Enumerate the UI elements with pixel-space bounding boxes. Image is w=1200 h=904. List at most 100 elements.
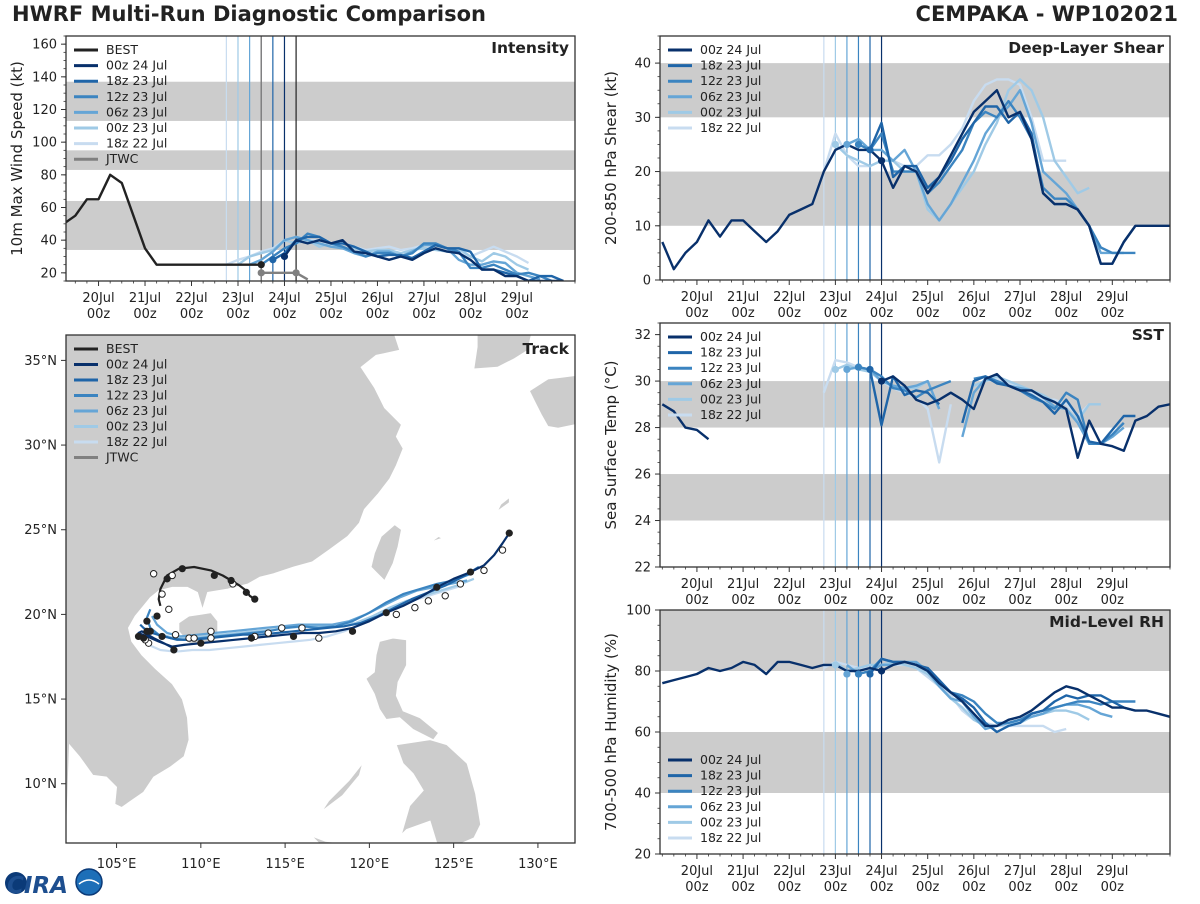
track-point-model bbox=[466, 568, 475, 576]
sst-plot-area bbox=[660, 323, 1170, 567]
legend-label-18z-23-jul: 18z 23 Jul bbox=[700, 345, 761, 360]
sst-series-18z-23-jul bbox=[868, 369, 941, 427]
intensity-xtick-label-date: 28Jul bbox=[454, 291, 486, 306]
legend-label-18z-22-jul: 18z 22 Jul bbox=[700, 407, 761, 422]
sst-ytick-label: 30 bbox=[634, 375, 651, 390]
track-lon-label: 120°E bbox=[350, 857, 390, 872]
track-point-open bbox=[264, 629, 272, 637]
land-palawan bbox=[321, 763, 363, 812]
intensity-ytick-label: 60 bbox=[40, 201, 57, 216]
shear-xtick-label-hour: 00z bbox=[870, 306, 894, 321]
sst-init-marker-0 bbox=[831, 365, 839, 374]
shear-init-marker-1 bbox=[843, 140, 851, 149]
legend-label-00z-24-jul: 00z 24 Jul bbox=[700, 752, 761, 767]
sst-xtick-label-date: 26Jul bbox=[958, 577, 990, 592]
track-point-open bbox=[168, 571, 176, 580]
rh-xtick-label-date: 27Jul bbox=[1004, 864, 1036, 879]
intensity-xtick-label-date: 21Jul bbox=[129, 291, 161, 306]
rh-ytick-label: 20 bbox=[634, 848, 651, 863]
rh-xtick-label-date: 28Jul bbox=[1050, 864, 1082, 879]
legend-label-18z-23-jul: 18z 23 Jul bbox=[106, 372, 167, 387]
intensity-init-marker-2 bbox=[280, 252, 289, 261]
track-lat-label: 25°N bbox=[24, 523, 57, 538]
rh-xtick-label-hour: 00z bbox=[1101, 880, 1125, 895]
rh-plot-area bbox=[660, 610, 1170, 854]
rh-init-marker-2 bbox=[854, 670, 863, 678]
intensity-ytick-label: 120 bbox=[32, 103, 57, 118]
track-point-open bbox=[424, 597, 433, 605]
track-point-open bbox=[158, 590, 166, 598]
legend-label-18z-22-jul: 18z 22 Jul bbox=[106, 136, 167, 151]
shear-title: Deep-Layer Shear bbox=[1008, 39, 1164, 57]
intensity-init-marker-4 bbox=[292, 269, 300, 277]
intensity-xtick-label-hour: 00z bbox=[505, 307, 529, 322]
land-borneo bbox=[311, 835, 341, 843]
sst-xtick-label-hour: 00z bbox=[1054, 593, 1078, 608]
intensity-ytick-label: 160 bbox=[32, 38, 57, 53]
shear-ytick-label: 20 bbox=[634, 165, 651, 180]
shear-xtick-label-hour: 00z bbox=[916, 306, 940, 321]
rh-xtick-label-hour: 00z bbox=[1008, 880, 1032, 895]
sst-init-marker-1 bbox=[843, 365, 851, 374]
rh-xtick-label-hour: 00z bbox=[685, 880, 709, 895]
legend-label-18z-22-jul: 18z 22 Jul bbox=[700, 830, 761, 845]
legend-label-00z-23-jul: 00z 23 Jul bbox=[700, 391, 761, 406]
track-point-best bbox=[143, 627, 151, 635]
intensity-xtick-label-date: 26Jul bbox=[361, 291, 393, 306]
track-point-best bbox=[158, 632, 166, 641]
sst-xtick-label-date: 24Jul bbox=[865, 577, 897, 592]
intensity-xtick-label-date: 29Jul bbox=[501, 291, 533, 306]
rh-xtick-label-date: 26Jul bbox=[958, 864, 990, 879]
intensity-series-best bbox=[66, 173, 262, 266]
shear-xtick-label-hour: 00z bbox=[778, 306, 802, 321]
intensity-init-marker-1 bbox=[269, 256, 277, 264]
land-kyushu bbox=[528, 375, 575, 429]
sst-xtick-label-hour: 00z bbox=[778, 593, 802, 608]
intensity-band-1 bbox=[66, 150, 575, 170]
track-point-open bbox=[165, 605, 173, 614]
shear-xtick-label-date: 23Jul bbox=[819, 290, 851, 305]
shear-xtick-label-date: 28Jul bbox=[1050, 290, 1082, 305]
legend-label-18z-23-jul: 18z 23 Jul bbox=[700, 768, 761, 783]
track-lon-label: 130°E bbox=[518, 857, 558, 872]
legend-label-18z-22-jul: 18z 22 Jul bbox=[106, 434, 167, 449]
sst-xtick-label-date: 20Jul bbox=[681, 577, 713, 592]
panel-track: 105°E 110°E 115°E 120°E 125°E 130°E 35°N 30°N 25… bbox=[24, 334, 576, 872]
track-point-model bbox=[197, 639, 205, 647]
legend-label-00z-24-jul: 00z 24 Jul bbox=[106, 357, 167, 372]
land-asia bbox=[66, 335, 404, 843]
track-point-open bbox=[278, 624, 286, 632]
intensity-xtick-label-date: 23Jul bbox=[222, 291, 254, 306]
track-point-open bbox=[149, 570, 158, 578]
intensity-ytick-label: 40 bbox=[40, 234, 57, 249]
legend-label-06z-23-jul: 06z 23 Jul bbox=[700, 376, 761, 391]
sst-series-00z-24-jul bbox=[661, 403, 710, 441]
shear-band-0 bbox=[660, 171, 1170, 226]
track-point-model bbox=[247, 634, 255, 642]
sst-band-0 bbox=[660, 474, 1170, 521]
track-lat-label: 10°N bbox=[24, 777, 57, 792]
shear-plot-area bbox=[660, 36, 1170, 280]
shear-xtick-label-hour: 00z bbox=[824, 306, 848, 321]
sst-ytick-label: 22 bbox=[634, 561, 651, 576]
track-point-best bbox=[242, 588, 250, 596]
shear-xtick-label-date: 27Jul bbox=[1004, 290, 1036, 305]
sst-frame bbox=[659, 322, 1171, 568]
logo-text: CIRA bbox=[7, 873, 68, 899]
shear-xtick-label-date: 21Jul bbox=[727, 290, 759, 305]
sst-init-marker-2 bbox=[854, 363, 863, 371]
track-point-best bbox=[227, 576, 235, 585]
intensity-plot-area bbox=[66, 36, 575, 281]
intensity-title: Intensity bbox=[491, 39, 569, 57]
rh-xtick-label-hour: 00z bbox=[731, 880, 755, 895]
track-point-open bbox=[441, 592, 449, 600]
rh-init-marker-1 bbox=[843, 670, 851, 678]
intensity-series-12z-23-jul bbox=[260, 232, 553, 281]
legend-label-06z-23-jul: 06z 23 Jul bbox=[106, 104, 167, 119]
sst-xtick-label-hour: 00z bbox=[1008, 593, 1032, 608]
rh-init-marker-3 bbox=[866, 670, 874, 678]
track-point-model bbox=[505, 529, 513, 537]
shear-xtick-label-hour: 00z bbox=[1054, 306, 1078, 321]
track-point-best bbox=[170, 646, 178, 654]
